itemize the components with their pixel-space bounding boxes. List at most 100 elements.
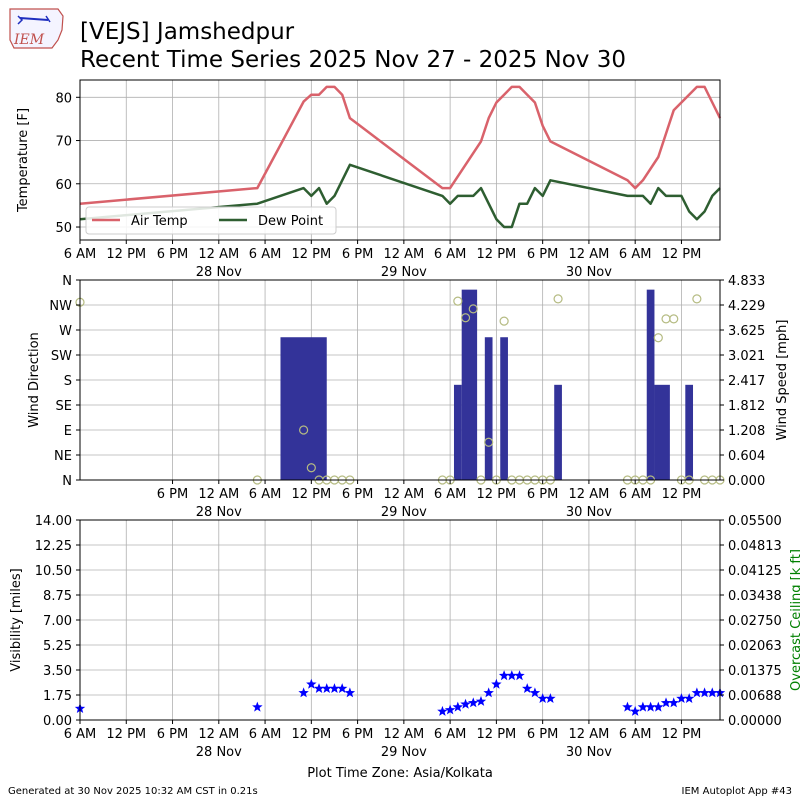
date-label: 29 Nov <box>381 745 427 760</box>
visibility-yticks: 0.00 1.75 3.50 5.25 7.00 8.75 10.50 12.25 14.00 <box>35 514 80 729</box>
visibility-point <box>637 701 649 712</box>
visibility-point <box>452 701 464 712</box>
x-tick-label: 6 PM <box>527 247 558 262</box>
wind-speed-bars <box>280 289 694 480</box>
y-tick-label: 12.25 <box>35 539 72 554</box>
visibility-point <box>344 687 356 698</box>
air-temp-line <box>79 85 722 205</box>
x-tick-label: 12 PM <box>662 487 702 502</box>
visibility-point <box>252 701 263 712</box>
direction-tick-label: SE <box>56 399 72 414</box>
y-tick-label: 7.00 <box>43 614 72 629</box>
date-label: 29 Nov <box>381 505 427 520</box>
wind-direction-point <box>661 314 671 324</box>
temperature-yticks: 50 60 70 80 <box>55 91 80 236</box>
x-tick-label: 12 AM <box>383 727 424 742</box>
visibility-point <box>691 687 703 698</box>
wind-direction-ticks: N NE E SE S SW W NW N <box>49 274 80 489</box>
ceiling-tick-label: 0.01375 <box>728 664 782 679</box>
direction-tick-label: N <box>62 474 72 489</box>
wind-direction-point <box>553 294 563 304</box>
x-tick-label: 12 AM <box>569 247 610 262</box>
y-tick-label: 5.25 <box>43 639 72 654</box>
ceiling-tick-label: 0.02750 <box>728 614 782 629</box>
visibility-point <box>699 687 710 698</box>
x-tick-label: 6 AM <box>64 727 97 742</box>
x-tick-label: 6 AM <box>249 247 282 262</box>
visibility-point <box>329 683 340 693</box>
title-period: Recent Time Series 2025 Nov 27 - 2025 No… <box>80 47 626 73</box>
y-tick-label: 70 <box>55 135 72 150</box>
wind-grid <box>80 279 720 481</box>
date-label: 28 Nov <box>196 745 242 760</box>
x-tick-label: 12 PM <box>662 247 702 262</box>
ceiling-tick-label: 0.02063 <box>728 639 782 654</box>
wind-direction-label: Wind Direction <box>27 332 42 428</box>
wind-speed-bar <box>461 289 478 480</box>
x-tick-label: 12 AM <box>383 487 424 502</box>
x-tick-label: 6 PM <box>527 487 558 502</box>
visibility-point <box>676 693 687 703</box>
visibility-point <box>483 687 494 698</box>
x-tick-label: 12 PM <box>291 727 331 742</box>
x-tick-label: 6 AM <box>619 487 652 502</box>
speed-tick-label: 1.208 <box>728 424 765 439</box>
x-tick-label: 6 PM <box>342 487 373 502</box>
x-tick-label: 6 PM <box>157 727 188 742</box>
visibility-panel: 0.001.753.505.257.008.7510.5012.2514.00 … <box>9 514 800 760</box>
wind-direction-point <box>653 333 663 343</box>
temperature-xticks: 6 AM 12 PM 6 PM 12 AM 6 AM 12 PM 6 PM 12 AM 6 AM… <box>64 240 702 280</box>
x-tick-label: 6 PM <box>342 247 373 262</box>
x-tick-label: 6 AM <box>434 487 467 502</box>
visibility-point <box>668 697 679 708</box>
x-tick-label: 12 AM <box>198 487 239 502</box>
x-tick-label: 6 AM <box>619 727 652 742</box>
visibility-points <box>74 670 726 716</box>
ceiling-yticks: 0.00000 0.00688 0.01375 0.02063 0.02750 0.034… <box>720 514 782 729</box>
timezone-label: Plot Time Zone: Asia/Kolkata <box>307 766 493 781</box>
visibility-ylabel: Visibility [miles] <box>9 568 24 671</box>
legend-box <box>85 206 337 235</box>
visibility-point <box>306 678 317 689</box>
wind-direction-point <box>484 437 494 447</box>
direction-tick-label: SW <box>51 349 72 364</box>
wind-speed-bar <box>280 337 327 480</box>
ceiling-tick-label: 0.04813 <box>728 539 782 554</box>
direction-tick-label: E <box>64 424 72 439</box>
x-tick-label: 6 PM <box>342 727 373 742</box>
x-tick-label: 6 AM <box>434 247 467 262</box>
visibility-point <box>468 697 479 708</box>
speed-tick-label: 1.812 <box>728 399 765 414</box>
wind-direction-point <box>453 296 463 306</box>
y-tick-label: 3.50 <box>43 664 72 679</box>
wind-speed-bar <box>453 384 462 480</box>
date-label: 28 Nov <box>196 265 242 280</box>
temperature-series <box>79 85 722 229</box>
wind-speed-bar <box>646 289 655 480</box>
wind-speed-label: Wind Speed [mph] <box>775 320 790 441</box>
ceiling-tick-label: 0.00000 <box>728 714 782 729</box>
wind-speed-bar <box>554 384 562 480</box>
wind-direction-points <box>75 294 725 485</box>
visibility-point <box>629 705 641 716</box>
visibility-point <box>522 683 533 693</box>
y-tick-label: 0.00 <box>43 714 72 729</box>
visibility-point <box>460 698 471 709</box>
visibility-grid <box>79 519 720 721</box>
ceiling-tick-label: 0.03438 <box>728 589 782 604</box>
wind-direction-point <box>468 304 478 314</box>
visibility-point <box>514 670 525 681</box>
x-tick-label: 12 PM <box>291 247 331 262</box>
y-tick-label: 10.50 <box>35 564 72 579</box>
x-tick-label: 12 PM <box>291 487 331 502</box>
x-tick-label: 6 AM <box>249 487 282 502</box>
wind-direction-point <box>306 463 316 473</box>
x-tick-label: 6 AM <box>434 727 467 742</box>
dew-point-line <box>79 163 721 229</box>
ceiling-tick-label: 0.05500 <box>728 514 782 529</box>
date-label: 29 Nov <box>381 265 427 280</box>
speed-tick-label: 4.833 <box>728 274 765 289</box>
visibility-point <box>321 683 332 693</box>
x-tick-label: 12 PM <box>477 727 517 742</box>
